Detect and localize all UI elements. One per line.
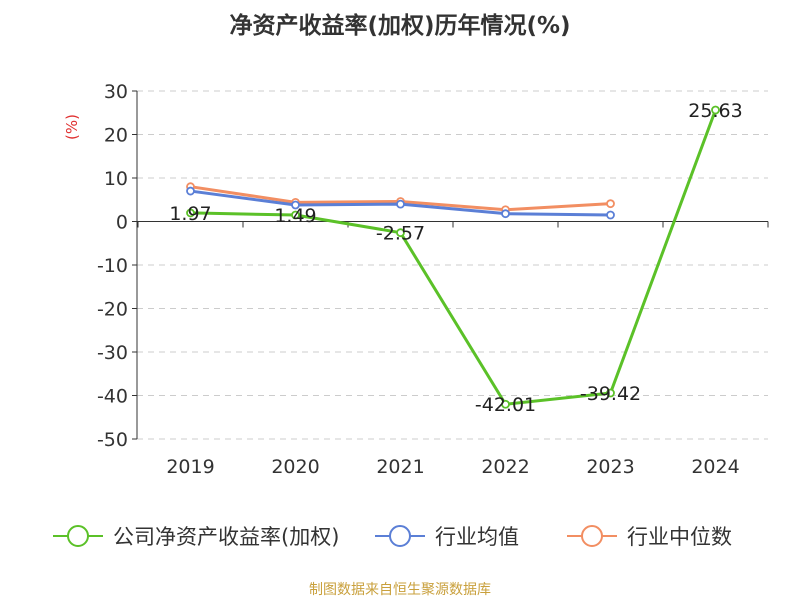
axes: 30 20 10 0 -10 -20 -30 -40 -50 2019 2020 2021 2022 20… <box>97 81 769 478</box>
data-point <box>606 388 615 398</box>
data-point <box>501 399 510 409</box>
data-point <box>396 199 405 209</box>
data-point <box>606 210 615 220</box>
data-point <box>186 186 195 196</box>
data-point <box>606 199 615 209</box>
x-tick-label: 2019 <box>166 456 214 478</box>
chart-title: 净资产收益率(加权)历年情况(%) <box>229 12 570 39</box>
y-tick-label: -40 <box>97 386 128 408</box>
data-point <box>711 105 720 115</box>
data-label: 25.63 <box>688 100 742 122</box>
legend-marker <box>389 525 411 547</box>
y-tick-label: -50 <box>97 429 128 451</box>
source-note: 制图数据来自恒生聚源数据库 <box>309 582 491 598</box>
y-tick-label: -30 <box>97 342 128 364</box>
legend: 公司净资产收益率(加权) 行业均值 行业中位数 <box>53 525 732 549</box>
data-point <box>291 210 300 220</box>
data-point <box>291 200 300 210</box>
series-line-0 <box>190 109 717 406</box>
data-label: 1.97 <box>169 203 211 225</box>
series-lines <box>186 105 720 409</box>
y-tick-label: 30 <box>104 81 128 103</box>
y-tick-label: 0 <box>116 212 128 234</box>
legend-marker <box>581 525 603 547</box>
legend-label: 行业中位数 <box>627 525 732 549</box>
legend-label: 公司净资产收益率(加权) <box>113 525 339 549</box>
x-tick-label: 2023 <box>586 456 634 478</box>
x-tick-label: 2022 <box>481 456 529 478</box>
data-label: -42.01 <box>475 394 536 416</box>
y-axis-unit: (%) <box>63 114 81 140</box>
x-tick-label: 2024 <box>691 456 739 478</box>
y-tick-label: -10 <box>97 255 128 277</box>
x-tick-label: 2020 <box>271 456 319 478</box>
legend-label: 行业均值 <box>435 525 519 549</box>
data-point <box>501 209 510 219</box>
data-label: 1.49 <box>274 205 316 227</box>
grid-lines <box>137 90 768 440</box>
x-tick-label: 2021 <box>376 456 424 478</box>
data-labels: 1.97 1.49 -2.57 -42.01 -39.42 25.63 <box>169 100 742 416</box>
y-tick-label: -20 <box>97 299 128 321</box>
data-label: -39.42 <box>580 383 641 405</box>
data-point <box>396 228 405 238</box>
data-label: -2.57 <box>376 223 425 245</box>
y-tick-label: 10 <box>104 168 128 190</box>
y-tick-label: 20 <box>104 125 128 147</box>
data-point <box>186 208 195 218</box>
legend-marker <box>67 525 89 547</box>
